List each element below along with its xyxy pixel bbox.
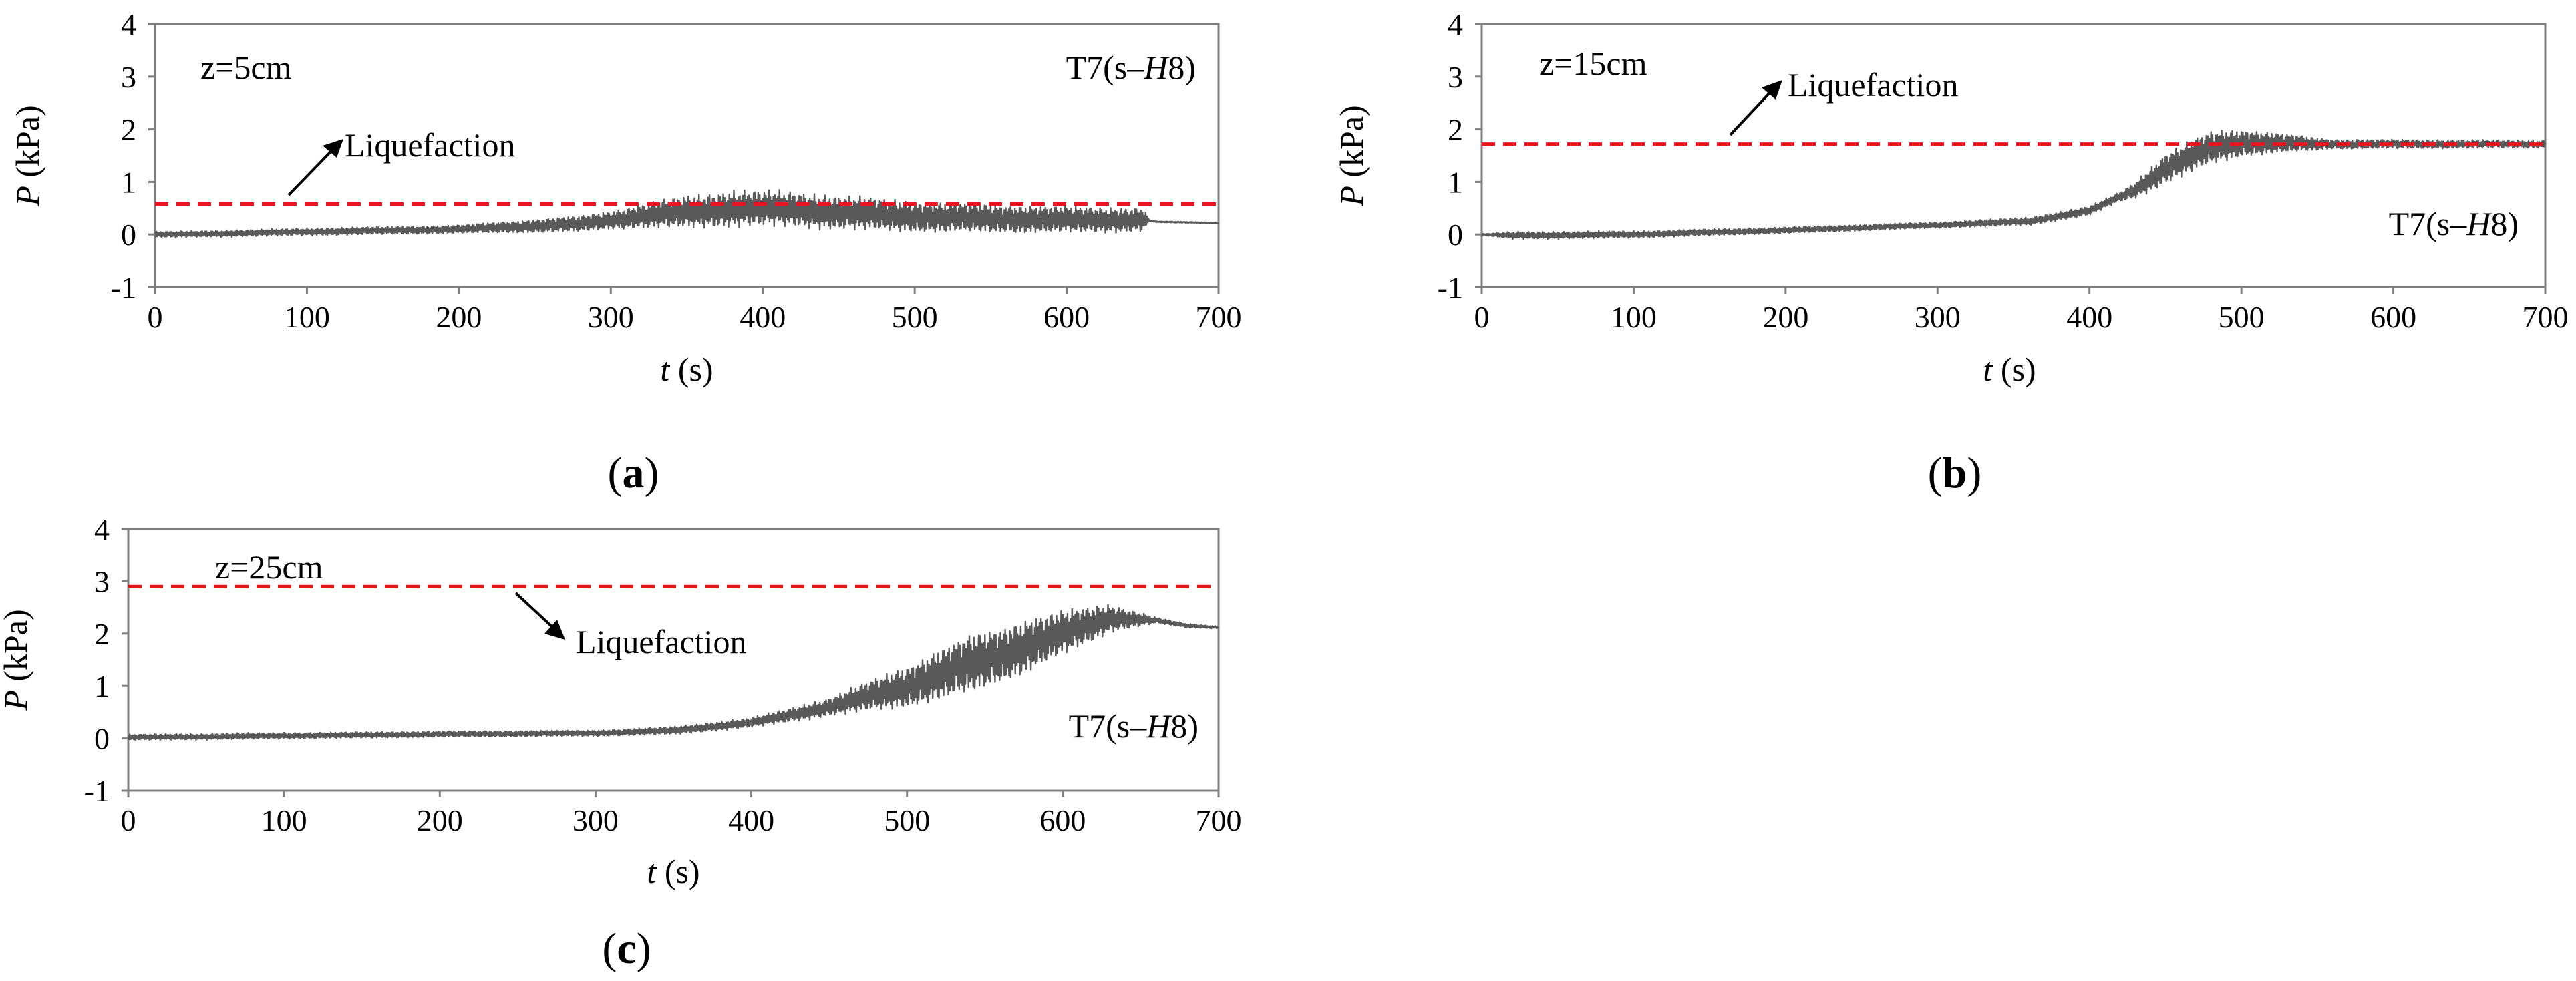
y-tick-label-a: -1 [111, 270, 136, 305]
depth-label-b: z=15cm [1539, 45, 1647, 82]
pressure-series-a-0 [154, 189, 1219, 238]
plot-frame-c [127, 528, 1220, 792]
x-tick-label-c: 400 [728, 803, 774, 837]
x-tick-label-c: 100 [261, 803, 307, 837]
x-tick-label-b: 300 [1915, 300, 1961, 334]
panel-a: 0 100 200 300 400 500 600 700 -1 0 1 2 3 4 z=5cm T7(s… [9, 7, 1242, 498]
x-tick-label-a: 100 [284, 300, 330, 334]
x-tick-label-c: 600 [1039, 803, 1086, 837]
plot-frame-b [1480, 23, 2547, 288]
depth-label-a: z=5cm [200, 49, 292, 86]
y-tick-label-b: -1 [1438, 270, 1463, 305]
test-label-b: T7(s–H8) [2389, 205, 2519, 242]
x-tick-label-a: 400 [740, 300, 786, 334]
ticks-b: 0 100 200 300 400 500 600 700 -1 0 1 2 3 4 [1438, 7, 2569, 334]
y-axis-label-c: P (kPa) [0, 609, 34, 711]
x-tick-label-b: 700 [2523, 300, 2569, 334]
y-tick-label-c: 0 [94, 722, 110, 756]
liquefaction-arrow-c [514, 592, 565, 640]
x-tick-label-a: 300 [588, 300, 634, 334]
panel-label-c: (c) [602, 924, 651, 973]
series-b-marks [1481, 130, 2547, 240]
x-tick-label-c: 700 [1196, 803, 1242, 837]
plot-frame-a [154, 23, 1220, 288]
y-tick-label-b: 0 [1448, 218, 1463, 252]
x-tick-label-b: 0 [1474, 300, 1490, 334]
y-tick-label-b: 4 [1448, 7, 1463, 41]
x-tick-label-c: 200 [417, 803, 463, 837]
pressure-series-c-0 [127, 604, 1220, 741]
series-a-marks [154, 189, 1219, 238]
x-tick-label-a: 500 [892, 300, 938, 334]
x-tick-label-c: 300 [573, 803, 619, 837]
panel-label-a: (a) [608, 449, 659, 498]
x-tick-label-a: 600 [1043, 300, 1090, 334]
panel-label-b: (b) [1928, 449, 1982, 498]
y-tick-label-b: 3 [1448, 60, 1463, 94]
y-tick-label-a: 3 [121, 60, 136, 94]
y-tick-label-a: 1 [121, 165, 136, 199]
x-axis-label-a: t (s) [660, 351, 713, 388]
x-tick-label-c: 500 [884, 803, 930, 837]
x-axis-label-c: t (s) [647, 853, 699, 890]
x-tick-label-b: 600 [2370, 300, 2416, 334]
pressure-series-b-0 [1481, 130, 2547, 240]
x-tick-label-b: 200 [1762, 300, 1808, 334]
liquefaction-arrow-b [1729, 80, 1782, 136]
y-tick-label-a: 2 [121, 113, 136, 147]
y-tick-label-c: -1 [84, 774, 110, 808]
liquefaction-arrow-a [287, 139, 343, 196]
y-axis-label-b: P (kPa) [1333, 105, 1370, 206]
x-tick-label-c: 0 [121, 803, 136, 837]
x-tick-label-b: 500 [2219, 300, 2265, 334]
ticks-c: 0 100 200 300 400 500 600 700 -1 0 1 2 3 4 [84, 512, 1242, 837]
series-c-marks [127, 604, 1220, 741]
y-axis-label-a: P (kPa) [9, 105, 46, 206]
y-tick-label-c: 3 [94, 564, 110, 598]
x-tick-label-a: 0 [148, 300, 163, 334]
ticks-a: 0 100 200 300 400 500 600 700 -1 0 1 2 3 4 [111, 7, 1242, 334]
x-tick-label-a: 700 [1196, 300, 1242, 334]
y-tick-label-b: 2 [1448, 113, 1463, 147]
y-tick-label-c: 4 [94, 512, 110, 546]
x-tick-label-a: 200 [436, 300, 482, 334]
y-tick-label-a: 4 [121, 7, 136, 41]
y-tick-label-a: 0 [121, 218, 136, 252]
x-axis-label-b: t (s) [1983, 351, 2036, 388]
x-tick-label-b: 100 [1611, 300, 1657, 334]
liquefaction-label-a: Liquefaction [345, 126, 515, 164]
test-label-c: T7(s–H8) [1069, 707, 1198, 745]
liquefaction-label-c: Liquefaction [576, 623, 746, 660]
depth-label-c: z=25cm [215, 548, 323, 586]
y-tick-label-c: 2 [94, 617, 110, 651]
y-tick-label-c: 1 [94, 669, 110, 703]
x-tick-label-b: 400 [2066, 300, 2112, 334]
liquefaction-label-b: Liquefaction [1788, 66, 1958, 104]
panel-c: 0 100 200 300 400 500 600 700 -1 0 1 2 3 4 z=25cm T7(… [0, 512, 1242, 973]
panel-b: 0 100 200 300 400 500 600 700 -1 0 1 2 3 4 z=15cm T7(… [1333, 7, 2569, 498]
test-label-a: T7(s–H8) [1066, 49, 1196, 86]
y-tick-label-b: 1 [1448, 165, 1463, 199]
